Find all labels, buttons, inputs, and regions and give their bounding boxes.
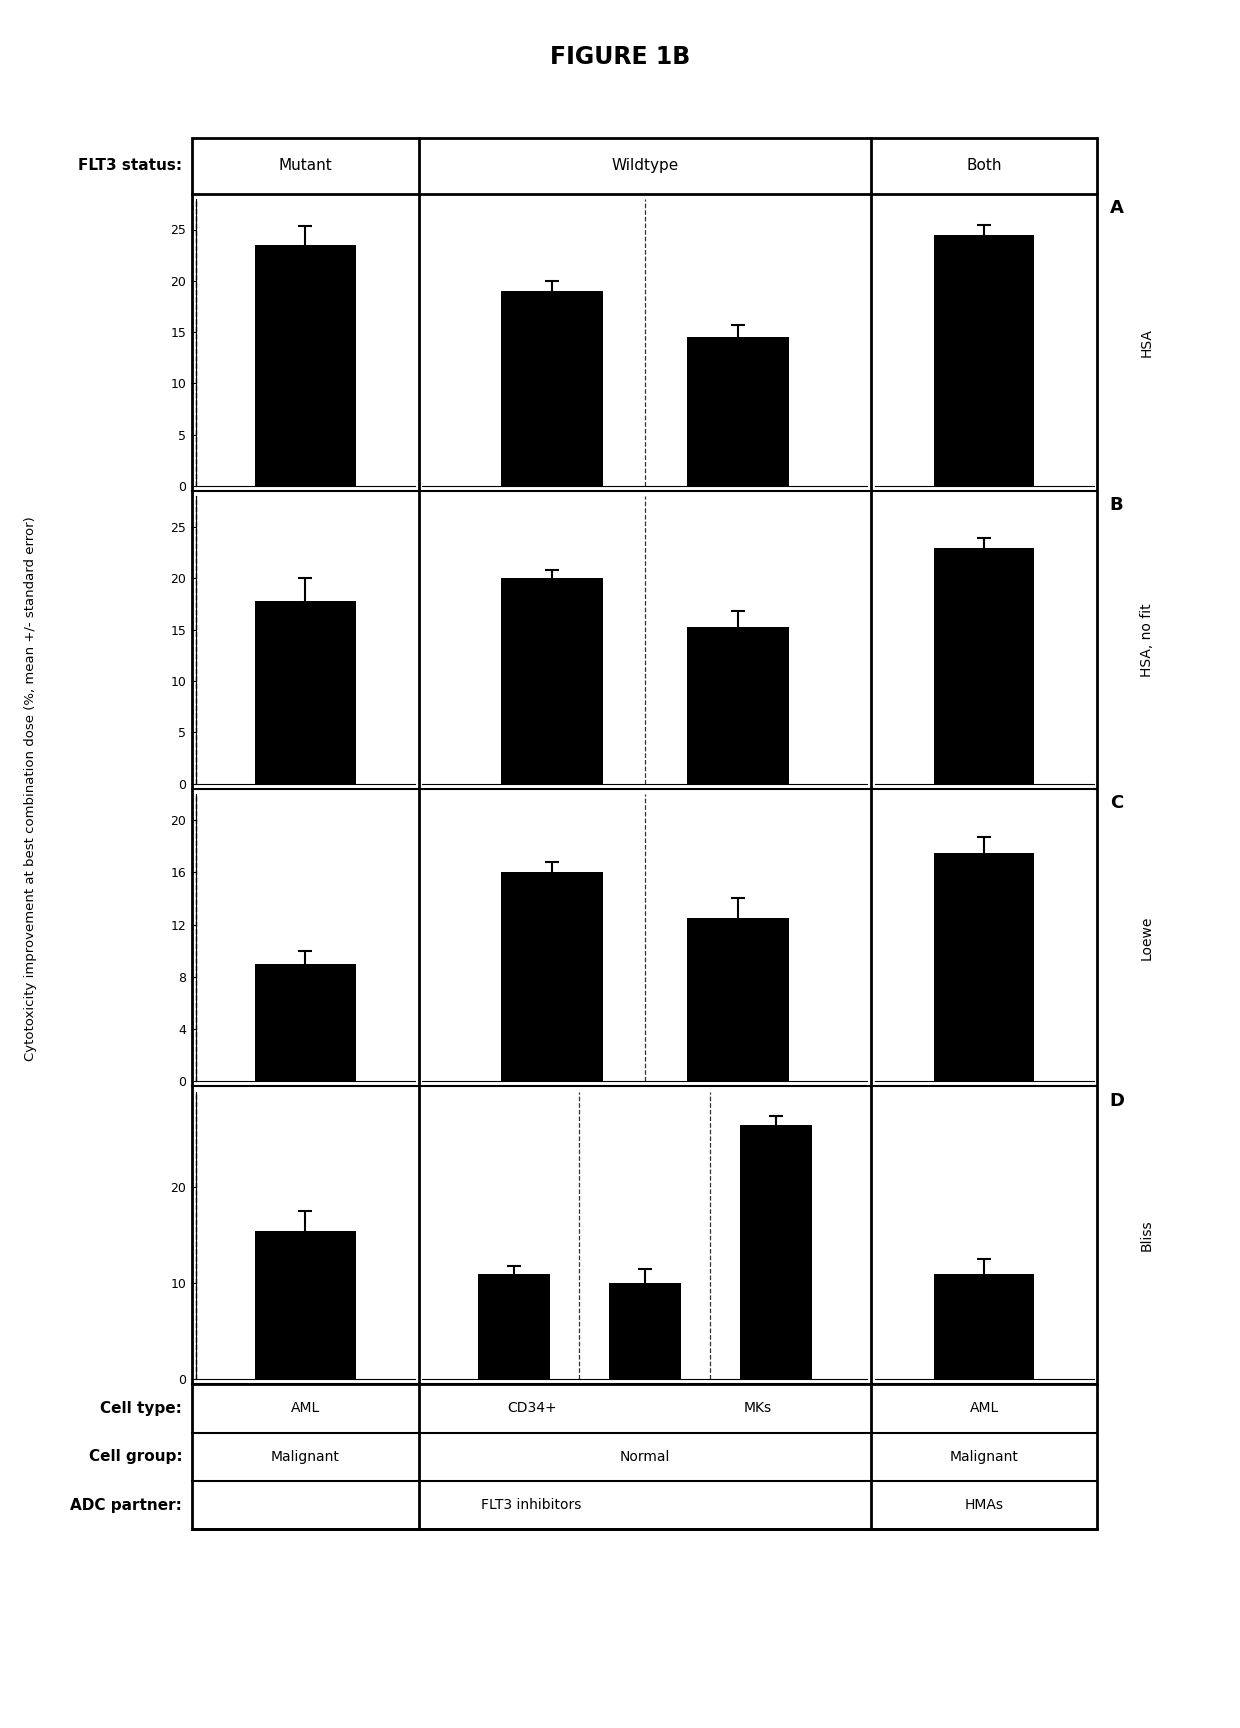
- Bar: [501, 579, 603, 785]
- Text: CD34+: CD34+: [507, 1401, 557, 1415]
- Bar: [934, 235, 1034, 486]
- Text: Mutant: Mutant: [279, 159, 332, 173]
- Text: Malignant: Malignant: [950, 1450, 1019, 1464]
- Text: Loewe: Loewe: [1140, 916, 1154, 959]
- Bar: [934, 548, 1034, 785]
- Bar: [934, 854, 1034, 1082]
- Text: HMAs: HMAs: [965, 1498, 1003, 1512]
- Text: AML: AML: [970, 1401, 999, 1415]
- Text: B: B: [1110, 496, 1123, 515]
- Text: Both: Both: [966, 159, 1002, 173]
- Bar: [477, 1274, 549, 1379]
- Text: AML: AML: [290, 1401, 320, 1415]
- Bar: [687, 918, 789, 1082]
- Text: FLT3 inhibitors: FLT3 inhibitors: [481, 1498, 582, 1512]
- Text: A: A: [1110, 199, 1123, 216]
- Bar: [255, 245, 356, 486]
- Text: FIGURE 1B: FIGURE 1B: [549, 45, 691, 69]
- Bar: [740, 1125, 812, 1379]
- Text: Cytotoxicity improvement at best combination dose (%, mean +/- standard error): Cytotoxicity improvement at best combina…: [25, 517, 37, 1061]
- Text: Bliss: Bliss: [1140, 1220, 1154, 1251]
- Text: FLT3 status:: FLT3 status:: [78, 159, 182, 173]
- Text: Wildtype: Wildtype: [611, 159, 678, 173]
- Bar: [255, 601, 356, 785]
- Bar: [687, 627, 789, 785]
- Bar: [255, 1230, 356, 1379]
- Bar: [934, 1274, 1034, 1379]
- Text: Cell type:: Cell type:: [100, 1401, 182, 1415]
- Text: D: D: [1110, 1092, 1125, 1109]
- Bar: [501, 290, 603, 486]
- Text: MKs: MKs: [744, 1401, 773, 1415]
- Text: Malignant: Malignant: [270, 1450, 340, 1464]
- Text: Cell group:: Cell group:: [88, 1450, 182, 1464]
- Text: ADC partner:: ADC partner:: [71, 1498, 182, 1512]
- Bar: [501, 873, 603, 1082]
- Text: Normal: Normal: [620, 1450, 670, 1464]
- Text: HSA, no fit: HSA, no fit: [1140, 603, 1154, 677]
- Bar: [609, 1284, 681, 1379]
- Bar: [687, 337, 789, 486]
- Text: C: C: [1110, 795, 1123, 812]
- Bar: [255, 964, 356, 1082]
- Text: HSA: HSA: [1140, 328, 1154, 356]
